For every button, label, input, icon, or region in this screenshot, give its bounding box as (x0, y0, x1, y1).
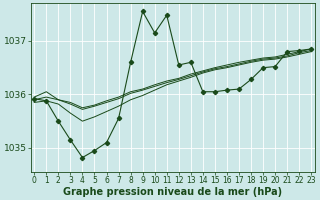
X-axis label: Graphe pression niveau de la mer (hPa): Graphe pression niveau de la mer (hPa) (63, 187, 282, 197)
